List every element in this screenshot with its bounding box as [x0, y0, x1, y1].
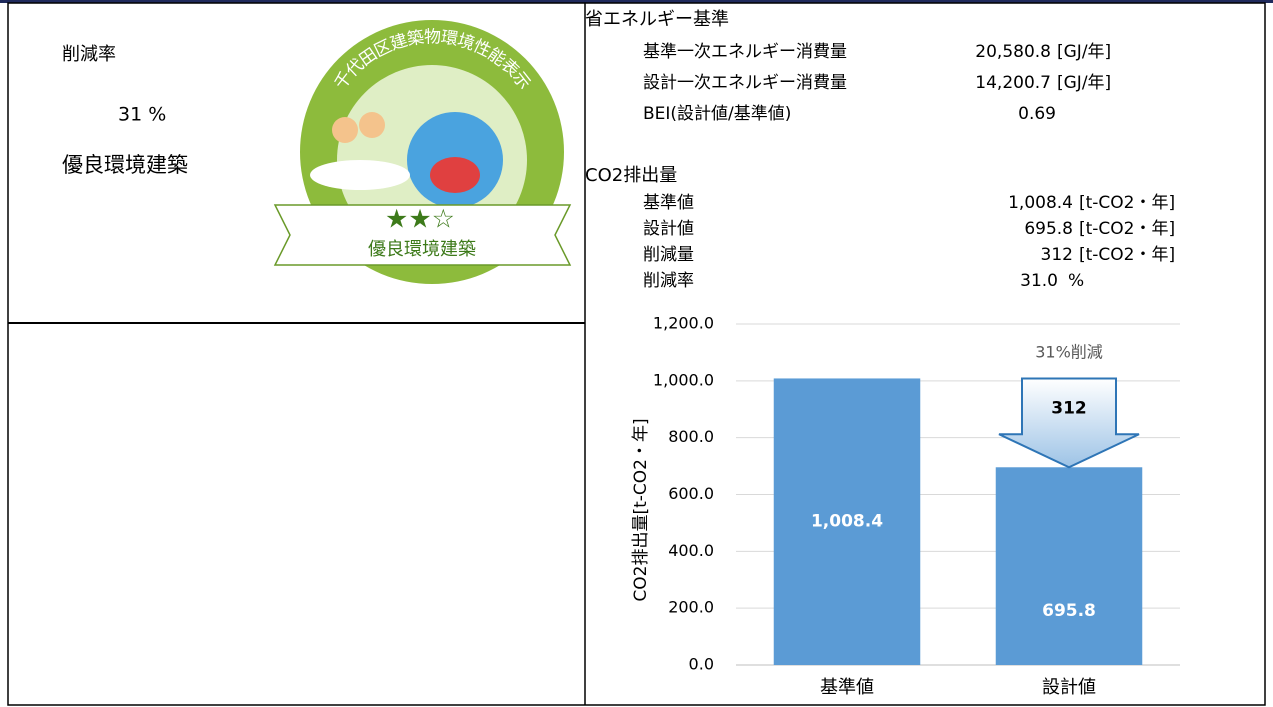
- value-label: 695.8: [1042, 601, 1096, 621]
- annotation: 31%削減: [1035, 343, 1103, 362]
- row-label: 基準値: [643, 193, 694, 213]
- tables: 基準一次エネルギー消費量 20,580.8 [GJ/年] 設計一次エネルギー消費量 14…: [643, 42, 1175, 291]
- row-label: BEI(設計値/基準値): [643, 104, 791, 124]
- x-tick-label: 設計値: [1042, 677, 1096, 698]
- y-axis-title: CO2排出量[t-CO2・年]: [631, 418, 651, 601]
- y-tick-label: 1,200.0: [653, 314, 714, 333]
- bar: [996, 467, 1143, 665]
- row-label: 削減率: [643, 271, 694, 291]
- row-label: 設計値: [643, 219, 694, 239]
- co2-title: CO2排出量: [585, 165, 677, 186]
- arrow-label: 312: [1051, 398, 1087, 418]
- value-label: 1,008.4: [811, 512, 883, 532]
- row-value: 1,008.4: [1008, 193, 1073, 213]
- row-unit: [t-CO2・年]: [1079, 245, 1175, 265]
- badge: 千代田区建築物環境性能表示 ★★☆ 優良環境建築: [275, 20, 570, 284]
- globe-mouth: [430, 157, 480, 193]
- y-tick-label: 800.0: [668, 427, 714, 446]
- row-value: 20,580.8: [975, 42, 1051, 62]
- person: [332, 117, 358, 143]
- page: 削減率 31 % 優良環境建築 千代田区建築物環境性能表示 ★★☆ 優良環境建築…: [0, 0, 1273, 707]
- y-tick-label: 600.0: [668, 484, 714, 503]
- chart: 0.0 200.0 400.0 600.0 800.0 1,000.0 1,200.0 CO2…: [631, 314, 1180, 699]
- y-tick-label: 1,000.0: [653, 370, 714, 389]
- x-tick-label: 基準値: [820, 677, 874, 698]
- y-tick-label: 0.0: [689, 655, 714, 674]
- energy-title: 省エネルギー基準: [585, 9, 729, 30]
- row-unit: [t-CO2・年]: [1079, 193, 1175, 213]
- y-tick-label: 400.0: [668, 541, 714, 560]
- row-value: 695.8: [1024, 219, 1073, 239]
- y-tick-label: 200.0: [668, 598, 714, 617]
- badge-stars: ★★☆: [385, 205, 455, 235]
- row-value: 14,200.7: [975, 73, 1051, 93]
- reduction-value: 31 %: [118, 104, 166, 126]
- row-unit: %: [1068, 271, 1084, 291]
- rating: 優良環境建築: [62, 153, 188, 177]
- row-value: 31.0: [1020, 271, 1058, 291]
- reduction-label: 削減率: [62, 44, 116, 65]
- person: [359, 112, 385, 138]
- row-unit: [GJ/年]: [1057, 42, 1111, 62]
- row-unit: [GJ/年]: [1057, 73, 1111, 93]
- reduction-arrow: [999, 378, 1139, 467]
- row-value: 0.69: [1018, 104, 1056, 124]
- row-label: 基準一次エネルギー消費量: [643, 42, 847, 62]
- hand: [310, 160, 410, 190]
- row-label: 設計一次エネルギー消費量: [643, 73, 847, 93]
- row-unit: [t-CO2・年]: [1079, 219, 1175, 239]
- badge-banner: 優良環境建築: [368, 239, 476, 260]
- row-value: 312: [1041, 245, 1073, 265]
- row-label: 削減量: [643, 245, 694, 265]
